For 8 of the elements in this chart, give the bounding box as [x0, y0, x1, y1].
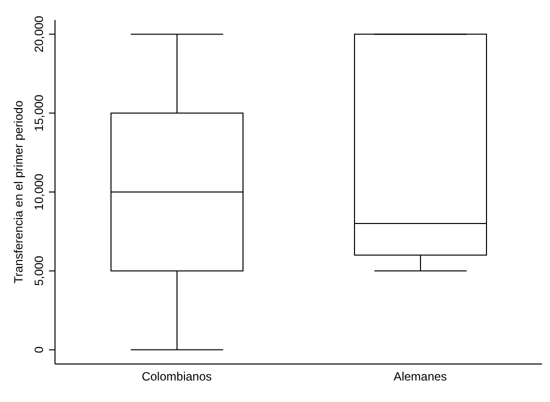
x-tick-label: Colombianos [142, 370, 212, 384]
y-tick-label: 20,000 [32, 16, 46, 53]
y-tick-label: 15,000 [32, 94, 46, 132]
y-axis-title: Transferencia en el primer periodo [11, 100, 26, 284]
x-tick-label: Alemanes [394, 370, 447, 384]
y-tick-label: 5,000 [32, 256, 46, 286]
y-tick-label: 10,000 [32, 173, 46, 210]
y-tick-label: 0 [32, 346, 46, 354]
